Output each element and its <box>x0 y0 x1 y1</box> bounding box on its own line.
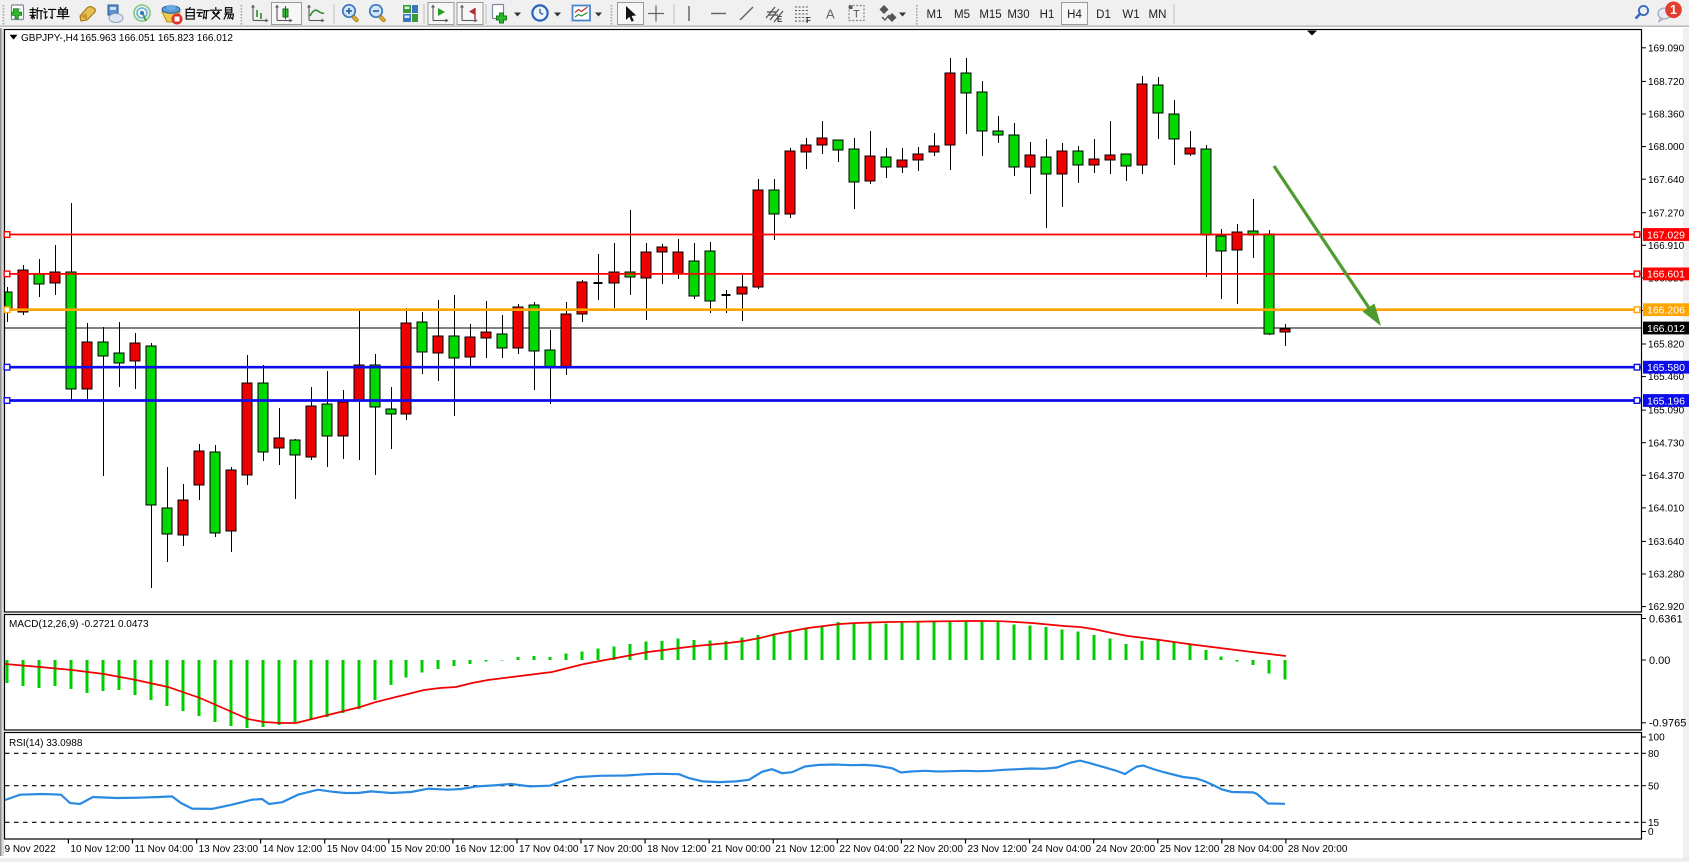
svg-text:163.280: 163.280 <box>1648 570 1685 581</box>
svg-text:168.000: 168.000 <box>1648 142 1685 153</box>
svg-text:M30: M30 <box>1007 9 1029 21</box>
svg-text:E: E <box>777 15 783 24</box>
svg-text:11 Nov 04:00: 11 Nov 04:00 <box>135 844 194 855</box>
svg-text:24 Nov 04:00: 24 Nov 04:00 <box>1032 844 1092 855</box>
svg-text:169.090: 169.090 <box>1648 43 1685 54</box>
svg-text:164.730: 164.730 <box>1648 438 1685 449</box>
svg-text:15 Nov 04:00: 15 Nov 04:00 <box>327 844 387 855</box>
svg-text:28 Nov 20:00: 28 Nov 20:00 <box>1288 844 1348 855</box>
svg-text:MACD(12,26,9) -0.2721 0.0473: MACD(12,26,9) -0.2721 0.0473 <box>9 619 149 630</box>
svg-text:22 Nov 20:00: 22 Nov 20:00 <box>903 844 963 855</box>
svg-text:GBPJPY-,H4: GBPJPY-,H4 <box>21 33 79 44</box>
svg-text:165.963 166.051 165.823 166.01: 165.963 166.051 165.823 166.012 <box>80 33 233 44</box>
svg-text:162.920: 162.920 <box>1648 602 1685 613</box>
svg-text:15: 15 <box>1648 818 1660 829</box>
svg-text:23 Nov 12:00: 23 Nov 12:00 <box>968 844 1028 855</box>
svg-text:165.196: 165.196 <box>1647 395 1685 407</box>
svg-text:21 Nov 00:00: 21 Nov 00:00 <box>711 844 771 855</box>
svg-text:MN: MN <box>1149 9 1167 21</box>
svg-text:165.460: 165.460 <box>1648 372 1685 383</box>
svg-text:0: 0 <box>1648 827 1654 838</box>
svg-text:21 Nov 12:00: 21 Nov 12:00 <box>775 844 835 855</box>
svg-text:167.029: 167.029 <box>1647 229 1685 241</box>
svg-text:165.090: 165.090 <box>1648 406 1685 417</box>
svg-text:M15: M15 <box>979 9 1001 21</box>
svg-text:164.010: 164.010 <box>1648 504 1685 515</box>
svg-text:22 Nov 04:00: 22 Nov 04:00 <box>839 844 899 855</box>
svg-text:28 Nov 04:00: 28 Nov 04:00 <box>1224 844 1284 855</box>
svg-text:166.012: 166.012 <box>1647 323 1685 335</box>
svg-text:100: 100 <box>1648 733 1665 744</box>
svg-text:9 Nov 2022: 9 Nov 2022 <box>5 844 57 855</box>
svg-text:T: T <box>853 9 860 21</box>
svg-text:167.640: 167.640 <box>1648 175 1685 186</box>
svg-text:25 Nov 12:00: 25 Nov 12:00 <box>1160 844 1220 855</box>
svg-text:M1: M1 <box>927 9 943 21</box>
svg-text:168.360: 168.360 <box>1648 110 1685 121</box>
svg-text:165.580: 165.580 <box>1647 362 1685 374</box>
svg-text:167.270: 167.270 <box>1648 208 1685 219</box>
svg-text:168.720: 168.720 <box>1648 77 1685 88</box>
svg-text:D1: D1 <box>1096 9 1111 21</box>
svg-text:0.6361: 0.6361 <box>1649 613 1683 625</box>
svg-text:166.206: 166.206 <box>1647 305 1685 317</box>
svg-text:15 Nov 20:00: 15 Nov 20:00 <box>391 844 451 855</box>
svg-text:10 Nov 12:00: 10 Nov 12:00 <box>70 844 130 855</box>
svg-text:165.820: 165.820 <box>1648 340 1685 351</box>
svg-text:-0.9765: -0.9765 <box>1649 718 1686 730</box>
svg-text:RSI(14) 33.0988: RSI(14) 33.0988 <box>9 738 83 749</box>
svg-text:163.640: 163.640 <box>1648 537 1685 548</box>
svg-text:164.370: 164.370 <box>1648 471 1685 482</box>
svg-text:1: 1 <box>1670 3 1677 17</box>
svg-text:F: F <box>806 16 811 25</box>
svg-text:H4: H4 <box>1067 9 1082 21</box>
svg-text:50: 50 <box>1648 781 1660 792</box>
svg-text:16 Nov 12:00: 16 Nov 12:00 <box>455 844 515 855</box>
svg-text:W1: W1 <box>1122 9 1139 21</box>
svg-text:166.910: 166.910 <box>1648 241 1685 252</box>
svg-text:18 Nov 12:00: 18 Nov 12:00 <box>647 844 707 855</box>
svg-text:A: A <box>826 7 835 22</box>
svg-text:166.601: 166.601 <box>1647 269 1685 281</box>
svg-text:H1: H1 <box>1040 9 1055 21</box>
svg-text:14 Nov 12:00: 14 Nov 12:00 <box>263 844 323 855</box>
svg-text:17 Nov 20:00: 17 Nov 20:00 <box>583 844 643 855</box>
svg-text:17 Nov 04:00: 17 Nov 04:00 <box>519 844 579 855</box>
svg-text:24 Nov 20:00: 24 Nov 20:00 <box>1096 844 1156 855</box>
svg-text:0.00: 0.00 <box>1649 655 1670 667</box>
svg-text:80: 80 <box>1648 749 1660 760</box>
svg-text:13 Nov 23:00: 13 Nov 23:00 <box>199 844 259 855</box>
svg-text:M5: M5 <box>954 9 970 21</box>
